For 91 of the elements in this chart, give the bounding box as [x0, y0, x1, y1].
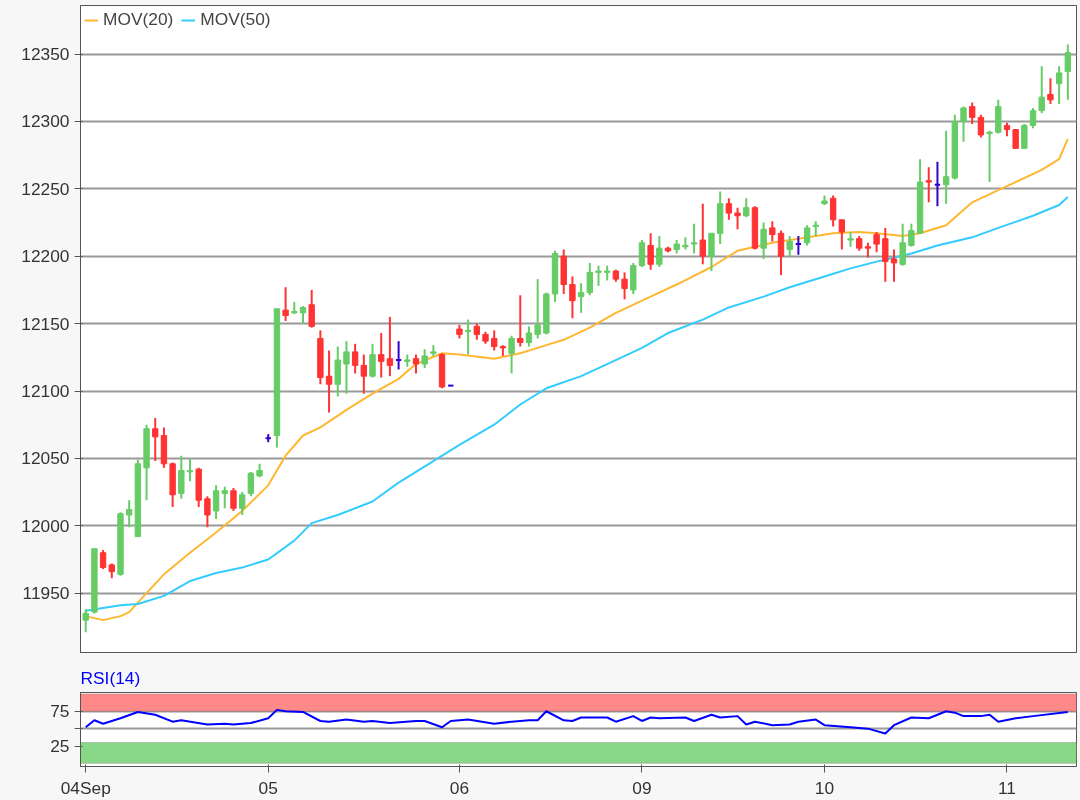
- y-tick-label: 12250: [21, 178, 70, 199]
- y-tick-label: 12300: [21, 111, 70, 132]
- y-tick-label: 12350: [21, 44, 70, 65]
- candlestick: [743, 197, 750, 219]
- candlestick: [186, 457, 194, 483]
- candlestick: [621, 271, 628, 301]
- line-series: [84, 708, 1069, 735]
- candlestick: [282, 286, 289, 322]
- candlestick: [699, 202, 706, 266]
- candlestick: [690, 222, 698, 255]
- candlestick: [977, 113, 985, 139]
- candlestick: [595, 264, 602, 287]
- candlestick: [734, 206, 741, 231]
- x-tick-label: 04Sep: [60, 777, 111, 798]
- candlestick: [1047, 77, 1054, 105]
- candlestick: [803, 224, 811, 247]
- candlestick: [838, 218, 846, 251]
- candlestick: [325, 349, 333, 414]
- candlestick: [925, 166, 932, 204]
- candlestick: [1055, 65, 1063, 105]
- x-tick-label: 09: [632, 777, 652, 798]
- candlestick: [890, 248, 898, 283]
- candlestick: [525, 325, 533, 348]
- candlestick: [794, 234, 803, 256]
- candlestick: [152, 416, 159, 463]
- candlestick: [1029, 106, 1037, 130]
- candlestick: [517, 294, 524, 348]
- candlestick: [986, 129, 993, 184]
- candlestick: [212, 484, 220, 521]
- candlestick: [725, 197, 733, 221]
- candlestick: [577, 282, 585, 314]
- y-tick-label: 12050: [21, 448, 70, 469]
- chart-title: RSI(14): [80, 667, 141, 688]
- candlestick: [960, 105, 967, 143]
- y-tick-label: 25: [50, 736, 70, 756]
- candlestick: [882, 226, 889, 283]
- y-tick-label: 12100: [21, 381, 70, 401]
- y-tick-label: 75: [50, 701, 70, 722]
- candlestick: [769, 220, 776, 243]
- candlestick: [394, 340, 403, 371]
- candlestick: [351, 342, 359, 375]
- candlestick: [708, 232, 715, 273]
- candlestick: [786, 234, 793, 258]
- candlestick: [534, 278, 541, 340]
- x-tick-label: 10: [814, 777, 835, 798]
- legend-label: MOV(20): [103, 9, 174, 30]
- candlestick: [647, 232, 654, 271]
- candlestick: [1021, 123, 1028, 150]
- candlestick: [369, 342, 376, 379]
- candlestick: [82, 608, 89, 634]
- x-tick-label: 05: [258, 777, 278, 798]
- candlestick: [360, 353, 368, 395]
- candlestick: [238, 491, 246, 517]
- candlestick: [99, 549, 107, 570]
- candlestick: [343, 340, 350, 395]
- candlestick: [933, 160, 942, 208]
- candlestick: [412, 353, 420, 375]
- y-tick-label: 11950: [22, 583, 70, 604]
- candlestick: [491, 329, 498, 352]
- candlestick: [178, 454, 185, 500]
- candlestick: [586, 261, 593, 297]
- candlestick: [942, 129, 950, 205]
- candlestick: [125, 499, 133, 529]
- candlestick: [247, 470, 255, 498]
- candlestick: [656, 234, 663, 268]
- y-tick-label: 12000: [21, 515, 70, 536]
- x-tick-label: 06: [449, 777, 470, 798]
- candlestick: [873, 230, 880, 254]
- candlestick: [638, 239, 646, 268]
- y-tick-label: 12200: [21, 246, 70, 267]
- legend-label: MOV(50): [200, 9, 271, 30]
- candlestick: [569, 275, 576, 320]
- candlestick: [899, 222, 906, 267]
- candlestick: [908, 222, 915, 248]
- candlestick: [969, 101, 976, 126]
- candlestick: [777, 229, 785, 277]
- candlestick: [1012, 128, 1019, 150]
- candlestick: [230, 487, 237, 512]
- candlestick: [421, 348, 428, 370]
- candlestick: [508, 334, 515, 375]
- x-tick-label: 11: [997, 777, 1016, 798]
- candlestick: [204, 495, 211, 529]
- candlestick: [760, 221, 767, 260]
- y-tick-label: 12150: [21, 313, 70, 334]
- candlestick: [1064, 43, 1071, 101]
- candlestick: [386, 315, 394, 378]
- candlestick: [308, 288, 315, 329]
- candlestick: [221, 485, 228, 510]
- candlestick: [1038, 65, 1045, 115]
- candlestick: [829, 194, 837, 228]
- candlestick: [378, 332, 385, 379]
